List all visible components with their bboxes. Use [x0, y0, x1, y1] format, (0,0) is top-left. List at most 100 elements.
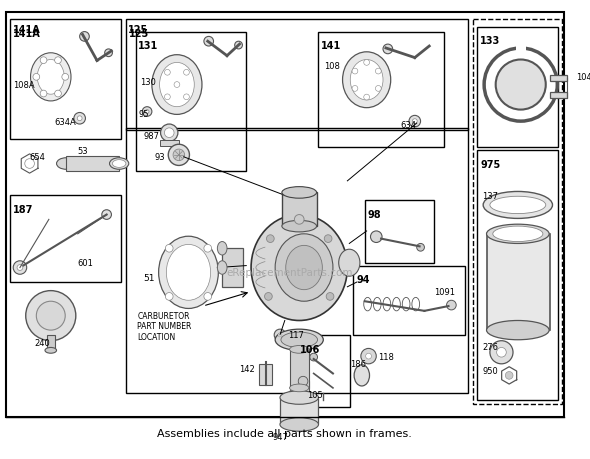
Text: 137: 137 — [482, 191, 498, 201]
Circle shape — [497, 348, 506, 357]
Circle shape — [74, 113, 86, 125]
Ellipse shape — [113, 160, 126, 168]
Text: 141: 141 — [322, 41, 342, 51]
Circle shape — [183, 95, 189, 101]
Circle shape — [17, 265, 23, 271]
Circle shape — [352, 86, 358, 92]
Circle shape — [142, 107, 152, 117]
Text: 240: 240 — [34, 338, 50, 347]
Text: 125: 125 — [129, 28, 149, 39]
Circle shape — [80, 33, 89, 42]
Circle shape — [366, 353, 372, 359]
Circle shape — [274, 330, 286, 341]
Circle shape — [174, 83, 180, 88]
Circle shape — [496, 61, 546, 110]
Ellipse shape — [354, 365, 369, 386]
Circle shape — [294, 215, 304, 225]
Text: 117: 117 — [288, 331, 303, 340]
Bar — [319, 33, 444, 148]
Circle shape — [183, 70, 189, 76]
Text: 186: 186 — [350, 359, 366, 369]
Ellipse shape — [31, 54, 71, 102]
Circle shape — [62, 74, 68, 81]
Circle shape — [417, 244, 424, 252]
Ellipse shape — [280, 418, 319, 431]
Circle shape — [160, 125, 178, 142]
Text: 634: 634 — [401, 121, 417, 130]
Bar — [66, 157, 119, 172]
Circle shape — [361, 349, 376, 364]
Ellipse shape — [275, 234, 333, 302]
Circle shape — [326, 293, 334, 301]
Bar — [10, 196, 121, 282]
Ellipse shape — [280, 391, 319, 404]
Circle shape — [40, 91, 47, 98]
Bar — [473, 20, 562, 404]
Circle shape — [165, 70, 171, 76]
Ellipse shape — [37, 61, 64, 95]
Text: 118: 118 — [378, 352, 394, 361]
Circle shape — [173, 150, 185, 161]
Ellipse shape — [217, 242, 227, 256]
Ellipse shape — [493, 227, 543, 242]
Ellipse shape — [45, 348, 57, 353]
Circle shape — [37, 302, 65, 330]
Ellipse shape — [281, 332, 317, 348]
Ellipse shape — [290, 384, 309, 392]
Circle shape — [104, 50, 113, 57]
Circle shape — [77, 117, 82, 121]
Text: 601: 601 — [78, 258, 94, 268]
Bar — [10, 20, 121, 140]
Bar — [550, 76, 567, 82]
Text: 1091: 1091 — [434, 287, 455, 297]
Ellipse shape — [217, 261, 227, 274]
Circle shape — [267, 235, 274, 243]
Text: 106: 106 — [300, 344, 320, 354]
Circle shape — [352, 69, 358, 75]
Circle shape — [165, 95, 171, 101]
Circle shape — [409, 116, 421, 128]
Ellipse shape — [166, 245, 211, 301]
Bar — [222, 249, 243, 287]
Circle shape — [324, 235, 332, 243]
Ellipse shape — [343, 53, 391, 108]
Ellipse shape — [286, 246, 322, 290]
Circle shape — [165, 293, 173, 301]
Text: 108: 108 — [324, 62, 340, 71]
Text: Assemblies include all parts shown in frames.: Assemblies include all parts shown in fr… — [158, 428, 412, 438]
Ellipse shape — [251, 215, 348, 321]
Circle shape — [26, 291, 76, 341]
Polygon shape — [283, 383, 316, 397]
Circle shape — [505, 372, 513, 380]
Ellipse shape — [57, 158, 76, 170]
Bar — [550, 93, 567, 99]
Text: 51: 51 — [143, 273, 155, 282]
Text: 130: 130 — [140, 78, 156, 87]
Bar — [126, 129, 468, 393]
Ellipse shape — [490, 197, 546, 214]
Circle shape — [102, 210, 112, 220]
Circle shape — [299, 376, 308, 386]
Circle shape — [364, 61, 369, 66]
Circle shape — [165, 129, 174, 138]
Bar — [353, 266, 465, 335]
Text: CARBURETOR
PART NUMBER
LOCATION: CARBURETOR PART NUMBER LOCATION — [137, 311, 192, 341]
Circle shape — [55, 58, 61, 64]
Text: 654: 654 — [30, 153, 45, 162]
Text: 276: 276 — [482, 342, 498, 351]
Text: 142: 142 — [240, 364, 255, 373]
Circle shape — [33, 74, 40, 81]
Text: 987: 987 — [143, 132, 159, 141]
Text: 131: 131 — [139, 41, 159, 51]
Circle shape — [310, 353, 317, 361]
Ellipse shape — [339, 250, 360, 277]
Text: 104: 104 — [576, 73, 590, 82]
Ellipse shape — [487, 225, 549, 244]
Bar — [280, 397, 319, 425]
Bar — [47, 335, 55, 351]
Bar — [365, 201, 434, 263]
Circle shape — [145, 110, 149, 114]
Bar — [487, 234, 550, 330]
Bar — [159, 141, 179, 147]
Ellipse shape — [152, 56, 202, 115]
